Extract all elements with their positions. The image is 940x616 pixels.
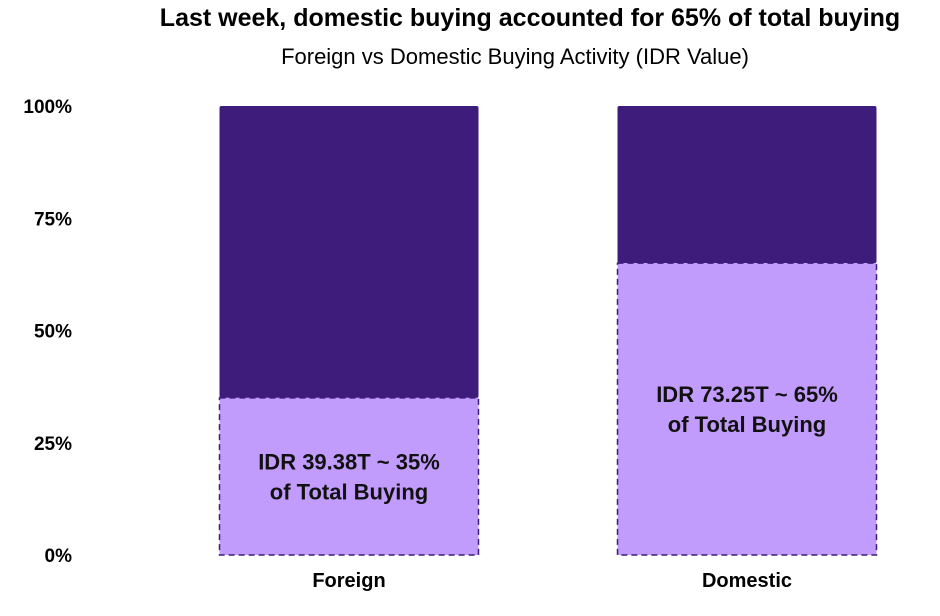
chart-subtitle: Foreign vs Domestic Buying Activity (IDR… [281,44,749,69]
bar-segment-highlight [616,262,878,556]
category-labels: Foreign Domestic [312,570,792,592]
y-tick-label: 0% [45,546,73,567]
bar-segment-highlight [218,397,480,556]
bar-data-label: IDR 73.25T ~ 65% [656,382,838,407]
x-category-label: Domestic [702,570,792,592]
y-tick-label: 50% [34,322,72,343]
bar-data-label: of Total Buying [270,479,428,504]
bars: IDR 39.38T ~ 35% of Total Buying IDR 73.25… [218,106,878,556]
x-category-label: Foreign [312,570,385,592]
y-tick-label: 25% [34,434,72,455]
y-axis: 0% 25% 50% 75% 100% [23,97,72,567]
bar-data-label: of Total Buying [668,412,826,437]
chart-title: Last week, domestic buying accounted for… [159,4,901,32]
bar-segment-remainder [219,106,479,398]
bar-data-label: IDR 39.38T ~ 35% [258,449,440,474]
bar-segment-remainder [617,106,877,264]
y-tick-label: 100% [23,97,72,118]
y-tick-label: 75% [34,209,72,230]
